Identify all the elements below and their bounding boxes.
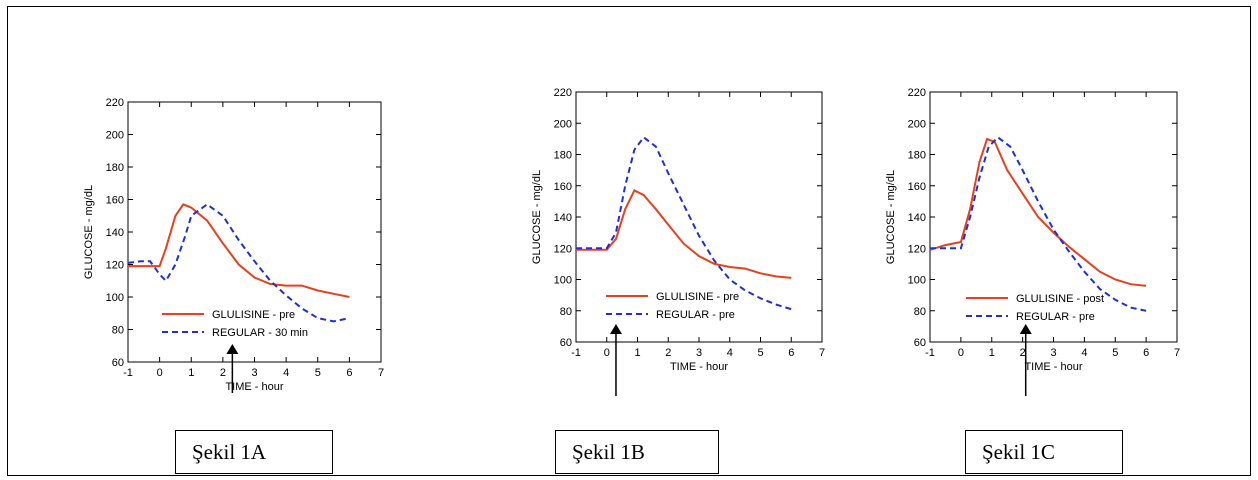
x-tick-label: 4 xyxy=(727,347,733,359)
y-tick-label: 220 xyxy=(908,87,926,99)
x-tick-label: -1 xyxy=(123,367,133,379)
y-tick-label: 140 xyxy=(554,212,572,224)
plot-frame xyxy=(575,91,823,343)
x-tick-label: 3 xyxy=(1050,347,1056,359)
injection-arrow-head xyxy=(226,344,239,354)
y-tick-label: 140 xyxy=(106,227,124,239)
chart-1a: 60 80 100 120 140 160 180 200 220 -1 0 1 2 3 4 5 6 7 TIME … xyxy=(83,97,384,393)
x-tick-label: 5 xyxy=(757,347,763,359)
y-tick-label: 80 xyxy=(560,306,572,318)
x-tick-label: 7 xyxy=(378,367,384,379)
x-tick-label: 0 xyxy=(604,347,610,359)
x-tick-label: 1 xyxy=(188,367,194,379)
x-tick-label: 6 xyxy=(788,347,794,359)
series-line-regular xyxy=(127,203,350,323)
series-line-glulisine xyxy=(929,137,1147,287)
x-tick-label: 6 xyxy=(346,367,352,379)
x-tick-label: 4 xyxy=(1081,347,1087,359)
x-tick-label: 7 xyxy=(819,347,825,359)
x-tick-label: -1 xyxy=(571,347,581,359)
x-axis-label: TIME - hour xyxy=(670,361,728,373)
y-tick-label: 120 xyxy=(106,260,124,272)
x-tick-label: 7 xyxy=(1174,347,1180,359)
x-tick-label: 1 xyxy=(989,347,995,359)
legend-label: GLULISINE - pre xyxy=(656,291,739,303)
x-tick-label: 0 xyxy=(157,367,163,379)
legend-label: GLULISINE - pre xyxy=(212,309,295,321)
x-tick-label: 1 xyxy=(634,347,640,359)
y-tick-label: 160 xyxy=(554,181,572,193)
y-tick-label: 160 xyxy=(908,181,926,193)
y-tick-label: 100 xyxy=(554,275,572,287)
y-tick-label: 160 xyxy=(106,195,124,207)
x-tick-label: 2 xyxy=(220,367,226,379)
caption-1b-text: Şekil 1B xyxy=(572,439,645,464)
x-tick-label: 6 xyxy=(1143,347,1149,359)
legend-label: GLULISINE - post xyxy=(1016,293,1104,305)
y-tick-label: 180 xyxy=(106,162,124,174)
y-tick-label: 220 xyxy=(554,87,572,99)
y-axis-label: GLUCOSE - mg/dL xyxy=(83,185,95,279)
x-tick-label: 2 xyxy=(665,347,671,359)
caption-1b: Şekil 1B xyxy=(555,430,719,474)
y-tick-label: 80 xyxy=(914,306,926,318)
y-tick-label: 60 xyxy=(112,357,124,369)
caption-1a: Şekil 1A xyxy=(175,430,333,474)
y-tick-label: 60 xyxy=(560,337,572,349)
legend-label: REGULAR - 30 min xyxy=(212,327,308,339)
y-tick-label: 180 xyxy=(554,150,572,162)
legend-label: REGULAR - pre xyxy=(656,309,735,321)
y-tick-label: 60 xyxy=(914,337,926,349)
y-axis-label: GLUCOSE - mg/dL xyxy=(885,170,897,264)
y-tick-label: 100 xyxy=(908,275,926,287)
caption-1c: Şekil 1C xyxy=(965,430,1123,474)
caption-1a-text: Şekil 1A xyxy=(192,439,267,464)
x-tick-label: -1 xyxy=(925,347,935,359)
x-tick-label: 5 xyxy=(1112,347,1118,359)
series-line-regular xyxy=(930,135,1147,312)
chart-1c: 60 80 100 120 140 160 180 200 220 -1 0 1 2 3 4 5 6 7 TIME … xyxy=(885,87,1180,396)
injection-arrow-head xyxy=(609,324,622,334)
y-tick-label: 120 xyxy=(554,243,572,255)
y-tick-label: 120 xyxy=(908,243,926,255)
legend-label: REGULAR - pre xyxy=(1016,311,1095,323)
y-tick-label: 200 xyxy=(908,118,926,130)
x-tick-label: 0 xyxy=(958,347,964,359)
x-tick-label: 4 xyxy=(283,367,289,379)
plot-frame xyxy=(127,101,382,363)
y-tick-label: 140 xyxy=(908,212,926,224)
y-axis-label: GLUCOSE - mg/dL xyxy=(531,170,543,264)
figure-frame xyxy=(7,6,1251,476)
series-line-glulisine xyxy=(128,203,350,298)
x-tick-label: 3 xyxy=(696,347,702,359)
caption-1c-text: Şekil 1C xyxy=(982,439,1055,464)
x-tick-label: 2 xyxy=(1020,347,1026,359)
chart-1b: 60 80 100 120 140 160 180 200 220 -1 0 1 2 3 4 5 6 7 TIME … xyxy=(531,87,825,396)
y-tick-label: 180 xyxy=(908,150,926,162)
series-line-regular xyxy=(576,135,792,311)
x-tick-label: 5 xyxy=(315,367,321,379)
x-axis-label: TIME - hour xyxy=(1024,361,1082,373)
x-tick-label: 3 xyxy=(251,367,257,379)
injection-arrow-head xyxy=(1019,324,1032,334)
x-axis-label: TIME - hour xyxy=(225,381,283,393)
y-tick-label: 200 xyxy=(554,118,572,130)
y-tick-label: 200 xyxy=(106,130,124,142)
y-tick-label: 100 xyxy=(106,292,124,304)
y-tick-label: 220 xyxy=(106,97,124,109)
y-tick-label: 80 xyxy=(112,325,124,337)
series-line-glulisine xyxy=(576,189,792,279)
